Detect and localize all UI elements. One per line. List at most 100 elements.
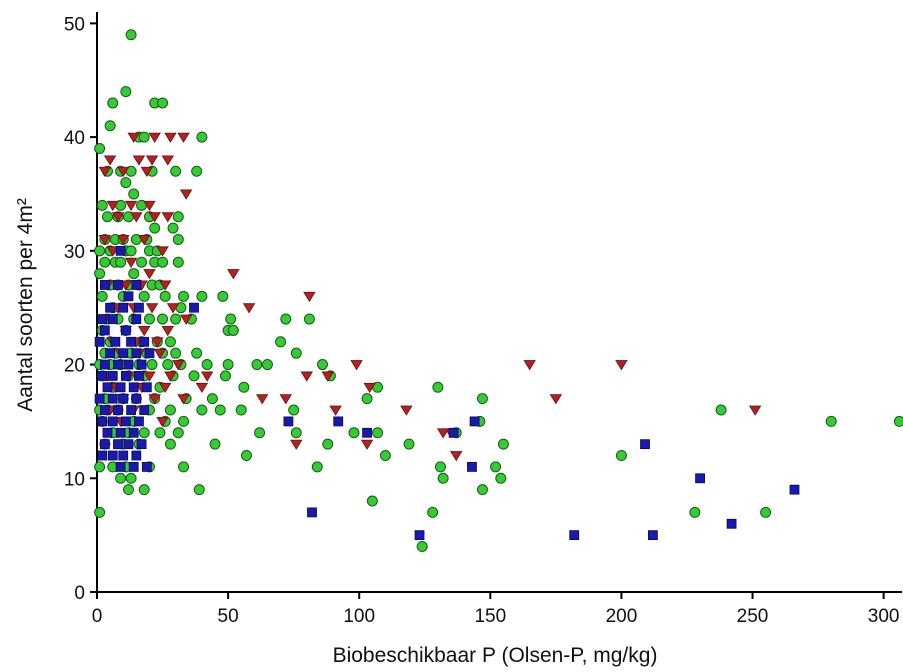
data-point-triangle [119,280,133,291]
data-point-circle [178,290,190,302]
y-tick-label: 10 [64,469,85,490]
data-point-circle [760,506,772,518]
data-point-circle [206,393,218,405]
data-point-square [118,450,129,461]
axes [90,12,902,599]
data-point-circle [251,359,263,371]
y-tick-label: 20 [64,356,85,377]
data-point-square [189,302,199,313]
data-point-circle [290,347,302,359]
data-point-triangle [279,394,293,405]
x-tick-label: 250 [737,606,769,627]
data-point-circle [322,438,334,450]
data-point-triangle [436,428,450,439]
data-point-triangle [130,212,143,223]
data-point-triangle [177,394,190,405]
data-point-circle [125,245,137,257]
data-point-circle [227,324,239,336]
data-point-triangle [321,371,334,382]
x-tick-label: 0 [92,606,103,627]
data-point-triangle [148,132,161,143]
data-point-circle [476,393,488,405]
data-point-square [136,359,147,370]
data-point-circle [615,450,627,462]
data-point-square [128,427,139,438]
data-point-triangle [166,303,180,314]
data-point-triangle [172,360,185,371]
data-point-circle [311,461,323,473]
x-tick-label: 150 [474,606,506,627]
data-point-triangle [400,405,413,416]
data-point-square [120,416,131,427]
x-tick-label: 300 [868,606,900,627]
data-point-circle [238,381,250,393]
data-point-triangle [549,394,563,405]
data-point-circle [172,427,184,439]
data-point-triangle [227,269,240,280]
data-point-circle [303,313,315,325]
data-point-square [107,314,118,324]
data-point-circle [288,404,300,416]
data-point-square [105,348,116,359]
data-point-circle [157,313,169,325]
data-point-triangle [148,212,161,223]
data-point-circle [497,438,509,450]
data-point-circle [427,506,439,518]
data-point-circle [178,415,190,427]
data-point-circle [715,404,727,416]
data-point-circle [172,211,184,223]
data-point-square [126,405,136,415]
data-point-circle [219,370,231,382]
data-point-circle [128,268,140,280]
data-point-square [94,336,105,347]
data-point-square [789,484,800,495]
data-point-circle [136,256,148,268]
data-point-square [128,462,139,472]
data-point-square [131,348,142,359]
data-point-square [107,450,118,461]
data-point-circle [138,484,150,496]
data-point-square [131,393,142,404]
data-point-circle [254,427,266,439]
data-point-square [139,405,150,415]
data-point-circle [214,404,226,416]
data-point-square [467,462,477,472]
data-point-square [113,280,123,290]
data-point-circle [280,313,292,325]
data-point-square [97,450,108,461]
data-point-square [115,245,126,256]
data-point-square [131,450,142,461]
data-point-square [94,393,105,404]
data-point-square [123,359,134,370]
data-point-triangle [151,337,164,348]
data-point-triangle [164,371,177,382]
data-point-circle [193,484,205,496]
data-point-square [99,280,110,290]
data-point-circle [893,415,903,427]
data-point-circle [240,450,252,462]
data-point-circle [149,222,161,234]
data-point-circle [196,290,208,302]
data-point-square [131,280,142,290]
data-point-circle [162,359,174,371]
x-tick-label: 100 [343,606,375,627]
data-point-circle [178,461,190,473]
data-point-square [283,416,294,427]
y-tick-label: 50 [64,14,85,35]
data-point-triangle [523,360,536,371]
data-point-square [99,359,110,370]
data-point-triangle [117,235,130,246]
data-point-triangle [137,235,151,246]
data-point-circle [290,427,302,439]
data-point-square [469,416,480,427]
data-point-circle [154,427,166,439]
data-point-square [123,291,134,302]
data-point-circle [128,188,140,200]
data-point-triangle [329,405,342,416]
data-point-triangle [156,246,169,257]
y-tick-label: 0 [74,583,85,604]
data-point-square [120,325,131,336]
data-point-triangle [179,189,193,200]
data-point-circle [261,359,273,371]
data-point-square [414,530,425,541]
